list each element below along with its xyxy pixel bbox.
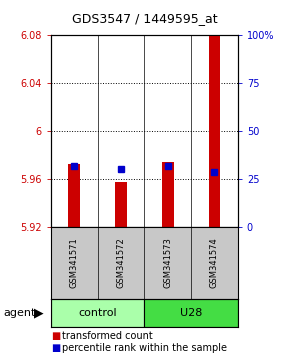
Text: transformed count: transformed count	[62, 331, 153, 341]
Bar	[51, 299, 144, 327]
Text: U28: U28	[180, 308, 202, 318]
Bar	[162, 162, 173, 227]
Bar	[209, 35, 220, 227]
Text: ■: ■	[51, 343, 60, 353]
Text: agent: agent	[3, 308, 35, 318]
Text: ■: ■	[51, 331, 60, 341]
Text: percentile rank within the sample: percentile rank within the sample	[62, 343, 227, 353]
Text: GDS3547 / 1449595_at: GDS3547 / 1449595_at	[72, 12, 218, 25]
Text: ▶: ▶	[34, 307, 44, 320]
Text: GSM341572: GSM341572	[116, 238, 125, 288]
Bar	[115, 182, 127, 227]
Bar	[68, 164, 80, 227]
Text: control: control	[78, 308, 117, 318]
Bar	[144, 299, 238, 327]
Text: GSM341574: GSM341574	[210, 238, 219, 288]
Text: GSM341571: GSM341571	[70, 238, 79, 288]
Text: GSM341573: GSM341573	[163, 238, 172, 288]
